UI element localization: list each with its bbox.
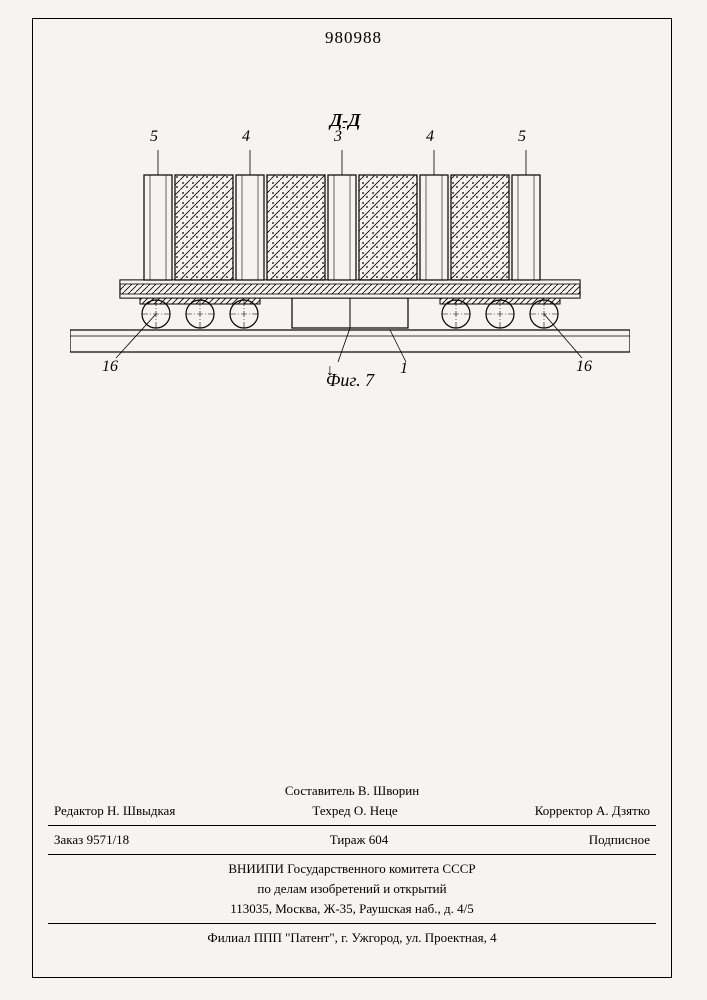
corrector: А. Дзятко <box>596 803 650 818</box>
order-label: Заказ <box>54 832 83 847</box>
ref-4: 4 <box>426 128 434 146</box>
column-hatched <box>451 175 509 280</box>
column-hatched <box>267 175 325 280</box>
column-hollow <box>328 175 356 280</box>
address1: 113035, Москва, Ж-35, Раушская наб., д. … <box>48 899 656 919</box>
patent-number: 980988 <box>325 28 382 48</box>
figure-caption: Фиг. 7 <box>326 370 374 391</box>
column-hollow <box>512 175 540 280</box>
figure-drawing <box>70 130 630 370</box>
column-hollow <box>144 175 172 280</box>
figure-7: Д-Д <box>70 110 630 400</box>
leader <box>338 328 350 362</box>
techred-label: Техред <box>312 803 350 818</box>
ref-4: 4 <box>242 128 250 146</box>
order: 9571/18 <box>87 832 130 847</box>
leader <box>390 330 406 362</box>
base-rail <box>70 330 630 352</box>
bogie-frame <box>140 298 260 304</box>
ref-5: 5 <box>150 128 158 146</box>
org-line2: по делам изобретений и открытий <box>48 879 656 899</box>
column-hollow <box>420 175 448 280</box>
org-line1: ВНИИПИ Государственного комитета СССР <box>48 859 656 879</box>
compiler-label: Составитель <box>285 783 355 798</box>
columns <box>144 175 540 280</box>
subscription: Подписное <box>589 832 650 848</box>
ref-16: 16 <box>576 358 592 376</box>
print-run-label: Тираж <box>330 832 366 847</box>
footer: Составитель В. Шворин Редактор Н. Швыдка… <box>48 781 656 948</box>
column-hatched <box>175 175 233 280</box>
ref-16: 16 <box>102 358 118 376</box>
ref-1: 1 <box>400 360 408 378</box>
corrector-label: Корректор <box>535 803 593 818</box>
ref-5: 5 <box>518 128 526 146</box>
compiler: В. Шворин <box>358 783 419 798</box>
column-hatched <box>359 175 417 280</box>
address2: Филиал ППП "Патент", г. Ужгород, ул. Про… <box>48 928 656 948</box>
ref-3: 3 <box>334 128 342 146</box>
techred: О. Неце <box>354 803 398 818</box>
print-run: 604 <box>369 832 389 847</box>
bogie-frame <box>440 298 560 304</box>
editor-label: Редактор <box>54 803 104 818</box>
editor: Н. Швыдкая <box>107 803 175 818</box>
column-hollow <box>236 175 264 280</box>
